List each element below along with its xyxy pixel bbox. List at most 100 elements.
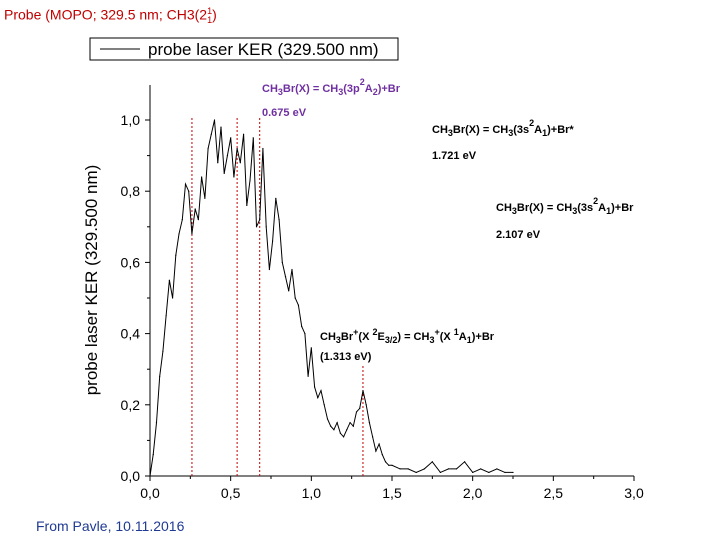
data-point	[165, 315, 167, 317]
data-point	[415, 471, 417, 474]
legend-label: probe laser KER (329.500 nm)	[148, 40, 379, 59]
data-point	[472, 471, 474, 474]
data-point	[352, 425, 354, 427]
x-tick-label-0: 0,0	[140, 485, 160, 501]
data-point	[213, 119, 216, 121]
annotation-3s2a1-brstar: CH3Br(X) = CH3(3s2A1)+Br* 1.721 eV	[432, 118, 574, 162]
data-point	[407, 468, 409, 470]
data-point	[313, 386, 316, 388]
data-point	[242, 133, 245, 135]
data-point	[439, 471, 441, 474]
x-tick-label-6: 3,0	[624, 485, 644, 501]
data-point	[368, 422, 371, 424]
data-point	[191, 233, 193, 235]
data-point	[317, 397, 319, 399]
data-point	[188, 190, 190, 192]
data-point	[339, 432, 341, 434]
data-point	[346, 429, 348, 431]
data-point	[431, 461, 433, 463]
data-point	[249, 179, 251, 182]
data-point	[488, 471, 490, 474]
data-point	[333, 429, 335, 431]
data-point	[278, 219, 280, 221]
data-point	[178, 233, 180, 235]
y-axis-title: probe laser KER (329.500 nm)	[82, 165, 101, 396]
data-point	[372, 436, 374, 438]
data-point	[230, 137, 232, 139]
data-point	[365, 404, 367, 406]
data-point	[268, 268, 270, 271]
data-point	[239, 162, 241, 164]
data-point	[496, 468, 498, 470]
annotation-3s2a1-brstar-formula: CH3Br(X) = CH3(3s2A1)+Br*	[432, 118, 574, 138]
data-point	[197, 219, 199, 221]
slide-title: Probe (MOPO; 329.5 nm; CH3(211)	[4, 6, 217, 26]
data-point	[504, 471, 506, 474]
y-tick-label-4: 0,8	[121, 183, 141, 199]
data-point	[252, 137, 254, 139]
reference-lines	[191, 118, 364, 476]
annotation-cation-formula: CH3Br+(X 2E3/2) = CH3+(X 1A1)+Br	[320, 327, 495, 345]
data-point	[362, 389, 364, 392]
data-point	[391, 464, 393, 466]
data-point	[297, 304, 300, 306]
annotation-3s2a1-br-energy: 2.107 eV	[496, 229, 541, 241]
data-point	[207, 147, 209, 150]
data-point	[233, 176, 235, 178]
data-point	[359, 407, 361, 409]
data-point	[384, 461, 387, 463]
data-point	[210, 133, 212, 135]
data-point	[355, 411, 358, 413]
x-tick-label-5: 2,5	[544, 485, 564, 501]
data-point	[262, 147, 264, 150]
data-point	[343, 436, 345, 438]
data-point	[171, 297, 174, 299]
data-point	[246, 204, 248, 207]
data-point	[381, 454, 383, 456]
data-point	[152, 454, 154, 456]
legend-box	[89, 37, 399, 61]
ticks: 0,0 0,5 1,0 1,5 2,0 2,5 3,0 0,0 0,2 0,4 0,6 0,8 1,0	[121, 112, 644, 501]
data-point	[349, 422, 351, 424]
data-point	[181, 219, 183, 221]
y-tick-label-2: 0,4	[121, 326, 141, 342]
data-point	[291, 268, 293, 271]
data-point	[399, 468, 401, 470]
data-point	[236, 147, 238, 150]
data-point	[204, 197, 206, 199]
data-point	[423, 468, 425, 470]
data-point	[281, 261, 283, 263]
data-point	[304, 333, 306, 335]
data-point	[194, 208, 196, 210]
annotation-cation-energy: (1.313 eV)	[320, 351, 372, 363]
data-point	[294, 297, 296, 299]
series-points	[149, 119, 514, 477]
y-tick-label-0: 0,0	[121, 468, 141, 484]
data-point	[159, 375, 161, 377]
y-tick-label-3: 0,6	[121, 254, 141, 270]
legend: probe laser KER (329.500 nm)	[89, 37, 399, 61]
data-point	[378, 443, 380, 445]
data-point	[223, 172, 225, 174]
data-point	[226, 155, 229, 157]
annotation-3s2a1-br: CH3Br(X) = CH3(3s2A1)+Br 2.107 eV	[496, 196, 634, 241]
data-point	[375, 450, 377, 452]
x-tick-label-1: 0,5	[221, 485, 241, 501]
data-point	[168, 279, 170, 281]
data-point	[336, 422, 338, 424]
data-point	[175, 254, 177, 256]
annotation-cation: CH3Br+(X 2E3/2) = CH3+(X 1A1)+Br (1.313 …	[320, 327, 495, 363]
annotation-3p2a2: CH3Br(X) = CH3(3p2A2)+Br 0.675 eV	[262, 77, 401, 119]
data-point	[455, 468, 458, 470]
data-point	[155, 422, 158, 424]
data-point	[447, 468, 450, 470]
data-point	[388, 464, 390, 466]
x-tick-label-4: 2,0	[463, 485, 483, 501]
y-tick-label-5: 1,0	[121, 112, 141, 128]
x-tick-label-2: 1,0	[302, 485, 322, 501]
data-point	[323, 404, 325, 406]
data-point	[480, 468, 482, 470]
data-point	[184, 183, 187, 185]
data-point	[275, 197, 277, 199]
data-point	[149, 475, 151, 477]
